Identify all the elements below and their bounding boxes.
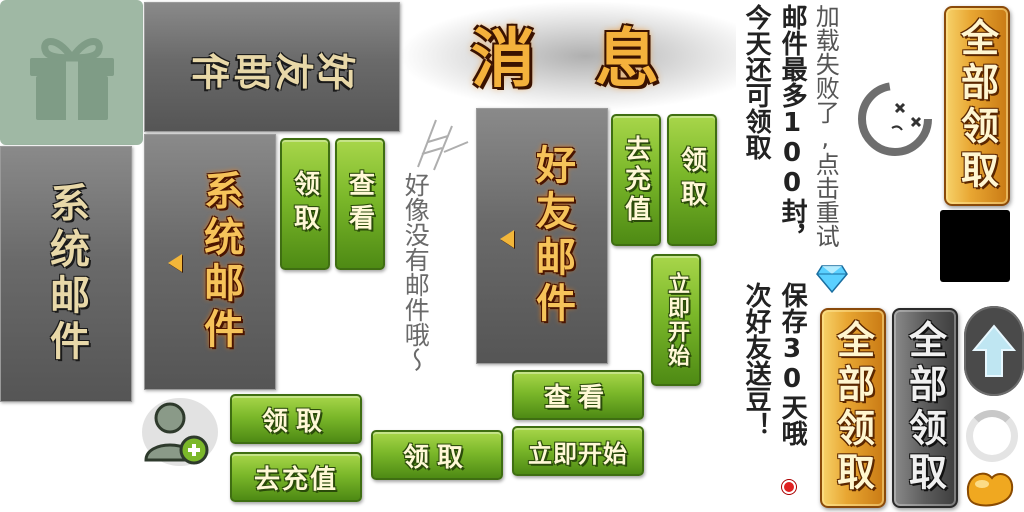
start-now-button[interactable]: 立即开始	[512, 426, 644, 476]
can-claim-today-text: 今天还可领取	[741, 4, 772, 160]
recharge-button-vertical[interactable]: 去充值	[611, 114, 661, 246]
bamboo-decoration-icon	[417, 119, 469, 171]
selected-arrow-icon	[500, 230, 514, 248]
claim-button-2[interactable]: 领取	[230, 394, 362, 444]
tab-system-mail[interactable]: 系统邮件	[0, 146, 132, 402]
tab-friend-mail-active[interactable]: 好友邮件	[476, 108, 608, 364]
tab-friend-mail-top-label: 好友邮件	[188, 45, 356, 90]
red-dot-icon	[782, 480, 796, 494]
recharge-button[interactable]: 去充值	[230, 452, 362, 502]
tab-system-mail-active-label: 系统邮件	[197, 170, 243, 354]
claim-all-button[interactable]: 全部领取	[944, 6, 1010, 206]
mail-limit-text: 邮件最多100封，	[777, 4, 808, 250]
loading-ring-icon	[966, 410, 1018, 462]
view-button[interactable]: 查看	[512, 370, 644, 420]
gift-icon	[30, 38, 114, 120]
scroll-up-button[interactable]	[964, 306, 1024, 396]
page-title: 消息	[471, 22, 719, 97]
tab-friend-mail-top[interactable]: 好友邮件	[144, 2, 400, 132]
diamond-icon	[816, 265, 848, 294]
claim-all-button-2[interactable]: 全部领取	[820, 308, 886, 508]
claim-button[interactable]: 领取	[371, 430, 503, 480]
tab-friend-mail-active-label: 好友邮件	[529, 144, 575, 328]
load-failed-text[interactable]: 加载失败了,点击重试	[811, 4, 840, 248]
add-friend-icon[interactable]	[138, 392, 220, 470]
golden-bean-icon	[966, 472, 1014, 507]
dizzy-face-icon	[858, 82, 932, 156]
up-arrow-icon	[972, 324, 1016, 377]
claim-all-button-disabled[interactable]: 全部领取	[892, 308, 958, 508]
gift-tile[interactable]	[0, 0, 143, 145]
keep-days-text: 保存30天哦	[777, 282, 808, 446]
claim-button-vertical-2[interactable]: 领取	[667, 114, 717, 246]
no-mail-text: 好像没有邮件哦～	[401, 172, 431, 372]
friend-beans-text: 次好友送豆！	[741, 282, 772, 438]
claim-button-vertical[interactable]: 领取	[280, 138, 330, 270]
title-brush-background	[402, 2, 736, 110]
selected-arrow-icon	[168, 254, 182, 272]
start-now-button-vertical[interactable]: 立即开始	[651, 254, 701, 386]
tab-system-mail-label: 系统邮件	[43, 182, 89, 366]
tab-system-mail-active[interactable]: 系统邮件	[144, 134, 276, 390]
view-button-vertical[interactable]: 查看	[335, 138, 385, 270]
black-placeholder	[940, 210, 1010, 282]
